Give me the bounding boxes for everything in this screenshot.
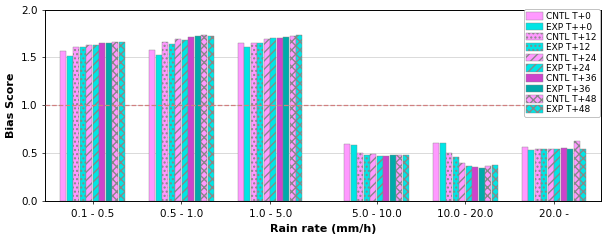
Bar: [100, 43, 106, 201]
Bar: [277, 38, 283, 201]
Bar: [377, 156, 383, 201]
Bar: [238, 43, 244, 201]
Bar: [548, 149, 554, 201]
Bar: [119, 42, 125, 201]
Bar: [390, 155, 396, 201]
Bar: [61, 51, 66, 201]
Legend: CNTL T+0, EXP T++0, CNTL T+12, EXP T+12, CNTL T+24, EXP T+24, CNTL T+36, EXP T+3: CNTL T+0, EXP T++0, CNTL T+12, EXP T+12,…: [524, 9, 600, 117]
Bar: [251, 43, 257, 201]
Bar: [479, 168, 484, 201]
Bar: [245, 47, 250, 201]
Bar: [149, 50, 155, 201]
Bar: [175, 39, 181, 201]
Bar: [93, 45, 99, 201]
Bar: [396, 155, 402, 201]
Bar: [446, 153, 452, 201]
Bar: [86, 45, 92, 201]
Bar: [561, 148, 567, 201]
Bar: [264, 39, 270, 201]
Bar: [195, 36, 201, 201]
Bar: [358, 153, 364, 201]
Bar: [155, 55, 161, 201]
Bar: [439, 143, 446, 201]
Bar: [67, 56, 73, 201]
Bar: [541, 150, 548, 201]
Bar: [296, 36, 302, 201]
X-axis label: Rain rate (mm/h): Rain rate (mm/h): [270, 224, 376, 234]
Bar: [492, 165, 498, 201]
Bar: [201, 36, 207, 201]
Bar: [535, 150, 541, 201]
Bar: [169, 44, 175, 201]
Bar: [283, 37, 290, 201]
Bar: [580, 150, 586, 201]
Bar: [403, 155, 409, 201]
Bar: [433, 143, 439, 201]
Bar: [188, 37, 194, 201]
Y-axis label: Bias Score: Bias Score: [5, 73, 16, 138]
Bar: [351, 145, 357, 201]
Bar: [112, 42, 118, 201]
Bar: [485, 166, 491, 201]
Bar: [554, 150, 560, 201]
Bar: [106, 43, 112, 201]
Bar: [80, 47, 86, 201]
Bar: [181, 40, 188, 201]
Bar: [364, 155, 370, 201]
Bar: [257, 43, 263, 201]
Bar: [528, 150, 534, 201]
Bar: [344, 144, 350, 201]
Bar: [522, 147, 528, 201]
Bar: [453, 157, 459, 201]
Bar: [290, 36, 296, 201]
Bar: [162, 42, 168, 201]
Bar: [459, 163, 465, 201]
Bar: [466, 166, 472, 201]
Bar: [568, 149, 574, 201]
Bar: [73, 47, 80, 201]
Bar: [384, 156, 390, 201]
Bar: [472, 167, 478, 201]
Bar: [208, 36, 214, 201]
Bar: [574, 141, 580, 201]
Bar: [370, 154, 376, 201]
Bar: [271, 38, 276, 201]
